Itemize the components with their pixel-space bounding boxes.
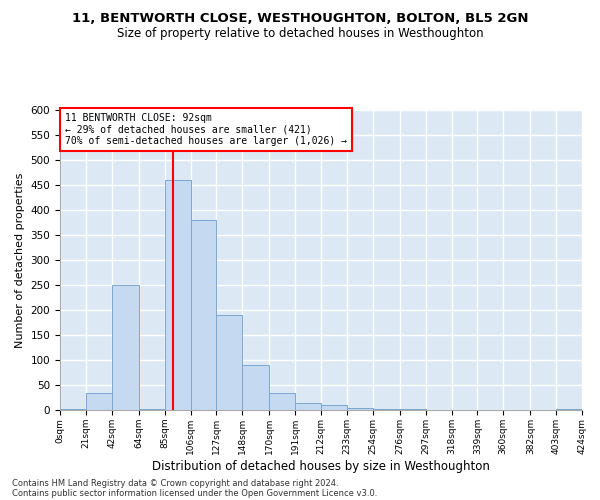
Bar — [321, 405, 347, 410]
Bar — [556, 409, 582, 410]
Bar — [191, 220, 217, 410]
Text: 11, BENTWORTH CLOSE, WESTHOUGHTON, BOLTON, BL5 2GN: 11, BENTWORTH CLOSE, WESTHOUGHTON, BOLTO… — [72, 12, 528, 26]
Bar — [217, 315, 242, 410]
Bar — [400, 409, 425, 410]
Bar — [347, 408, 373, 410]
Text: 11 BENTWORTH CLOSE: 92sqm
← 29% of detached houses are smaller (421)
70% of semi: 11 BENTWORTH CLOSE: 92sqm ← 29% of detac… — [65, 113, 347, 146]
Text: Contains public sector information licensed under the Open Government Licence v3: Contains public sector information licen… — [12, 488, 377, 498]
Bar — [164, 180, 191, 410]
Text: Contains HM Land Registry data © Crown copyright and database right 2024.: Contains HM Land Registry data © Crown c… — [12, 478, 338, 488]
Bar — [295, 402, 321, 410]
X-axis label: Distribution of detached houses by size in Westhoughton: Distribution of detached houses by size … — [152, 460, 490, 472]
Y-axis label: Number of detached properties: Number of detached properties — [15, 172, 25, 348]
Bar — [242, 365, 269, 410]
Bar — [112, 285, 139, 410]
Bar — [86, 392, 112, 410]
Bar — [373, 409, 400, 410]
Bar — [60, 409, 86, 410]
Bar — [269, 392, 295, 410]
Text: Size of property relative to detached houses in Westhoughton: Size of property relative to detached ho… — [116, 28, 484, 40]
Bar — [139, 408, 164, 410]
